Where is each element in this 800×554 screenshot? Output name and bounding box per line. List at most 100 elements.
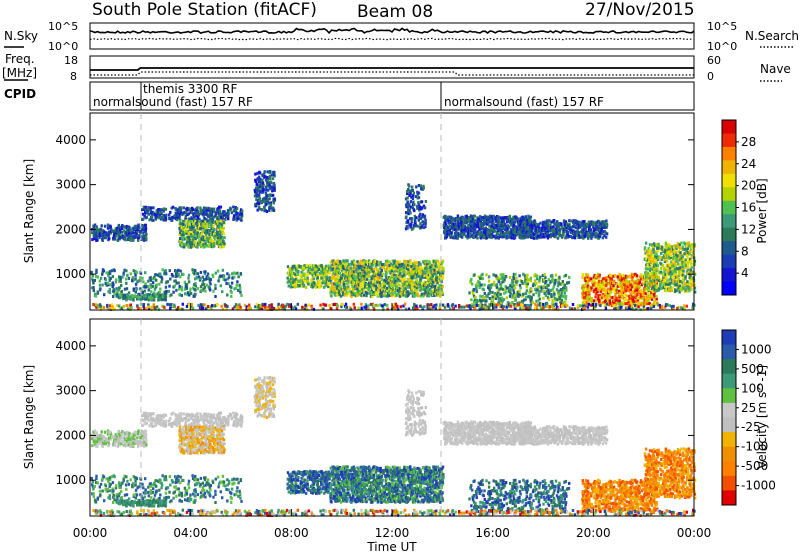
power-echo: [602, 296, 606, 300]
power-echo: [219, 230, 222, 234]
power-echo: [403, 270, 406, 274]
power-echo: [181, 241, 184, 245]
power-echo: [211, 218, 215, 222]
power-echo: [529, 219, 533, 223]
power-echo: [592, 223, 595, 227]
power-echo: [125, 269, 128, 273]
power-echo: [455, 225, 458, 229]
power-echo: [628, 294, 631, 298]
power-echo: [203, 225, 206, 228]
power-echo: [182, 230, 185, 234]
power-echo: [199, 277, 202, 280]
noise-panel: N.Sky 10^5 10^0 10^5 10^0 N.Search: [4, 20, 799, 53]
power-echo: [684, 247, 687, 251]
power-echo: [352, 259, 356, 263]
power-echo: [516, 217, 520, 221]
power-echo: [352, 270, 356, 274]
power-echo: [350, 295, 353, 298]
power-echo: [347, 276, 351, 280]
power-echo: [574, 226, 578, 230]
power-echo: [203, 212, 207, 216]
power-echo: [676, 257, 679, 261]
power-echo: [202, 206, 206, 210]
power-echo: [441, 274, 445, 278]
power-echo: [388, 266, 392, 269]
power-echo: [478, 227, 481, 231]
power-echo: [469, 230, 472, 234]
power-echo: [503, 216, 507, 220]
power-echo: [338, 260, 342, 263]
power-echo: [91, 274, 94, 278]
power-echo: [147, 279, 150, 283]
power-echo: [489, 216, 493, 220]
power-echo: [647, 293, 650, 297]
power-echo: [618, 293, 622, 297]
power-echo: [346, 267, 349, 271]
power-echo: [484, 232, 488, 236]
power-echo: [147, 288, 150, 292]
power-echo: [690, 280, 693, 284]
power-echo: [356, 287, 359, 291]
power-echo: [152, 218, 155, 222]
power-echo: [605, 235, 608, 239]
power-echo: [614, 294, 617, 298]
power-echo: [93, 292, 97, 296]
power-echo: [292, 278, 295, 282]
power-echo: [288, 267, 292, 271]
power-echo: [129, 231, 133, 235]
power-echo: [364, 284, 367, 288]
power-echo: [411, 203, 415, 206]
power-echo: [206, 240, 209, 244]
power-echo: [346, 291, 349, 295]
power-echo: [413, 270, 416, 274]
power-echo: [227, 217, 230, 221]
power-echo: [358, 288, 361, 292]
power-echo: [651, 287, 654, 291]
power-echo: [422, 204, 426, 208]
power-echo: [120, 289, 123, 293]
power-echo: [501, 223, 504, 227]
power-echo: [225, 282, 228, 285]
power-echo: [476, 236, 479, 240]
power-echo: [198, 278, 202, 282]
power-echo: [351, 286, 355, 290]
power-echo: [683, 260, 687, 264]
power-echo: [129, 297, 132, 301]
power-echo: [188, 207, 191, 211]
power-echo: [108, 278, 111, 282]
power-echo: [302, 268, 305, 272]
power-echo: [301, 281, 305, 285]
power-echo: [412, 275, 416, 279]
power-echo: [644, 249, 648, 253]
power-echo: [414, 219, 417, 223]
power-echo: [428, 271, 431, 275]
power-echo: [588, 298, 591, 302]
power-echo: [409, 200, 413, 204]
power-echo: [402, 287, 405, 291]
power-echo: [377, 293, 380, 297]
power-echo: [416, 266, 420, 270]
power-echo: [403, 266, 406, 270]
power-echo: [527, 214, 530, 218]
power-echo: [347, 262, 351, 266]
power-echo: [389, 276, 392, 280]
power-echo: [158, 293, 162, 297]
power-echo: [660, 251, 663, 255]
power-echo: [580, 223, 584, 227]
power-echo: [351, 278, 354, 282]
power-echo: [645, 302, 648, 306]
power-echo: [637, 301, 640, 305]
power-echo: [316, 273, 319, 277]
power-echo: [384, 281, 388, 285]
power-echo: [291, 272, 294, 276]
power-echo: [408, 271, 411, 275]
power-echo: [568, 219, 571, 223]
power-echo: [671, 264, 674, 268]
power-echo: [287, 284, 290, 288]
power-echo: [595, 234, 598, 237]
power-echo: [511, 230, 515, 234]
power-echo: [213, 232, 216, 236]
power-echo: [657, 246, 660, 250]
power-echo: [413, 288, 417, 292]
